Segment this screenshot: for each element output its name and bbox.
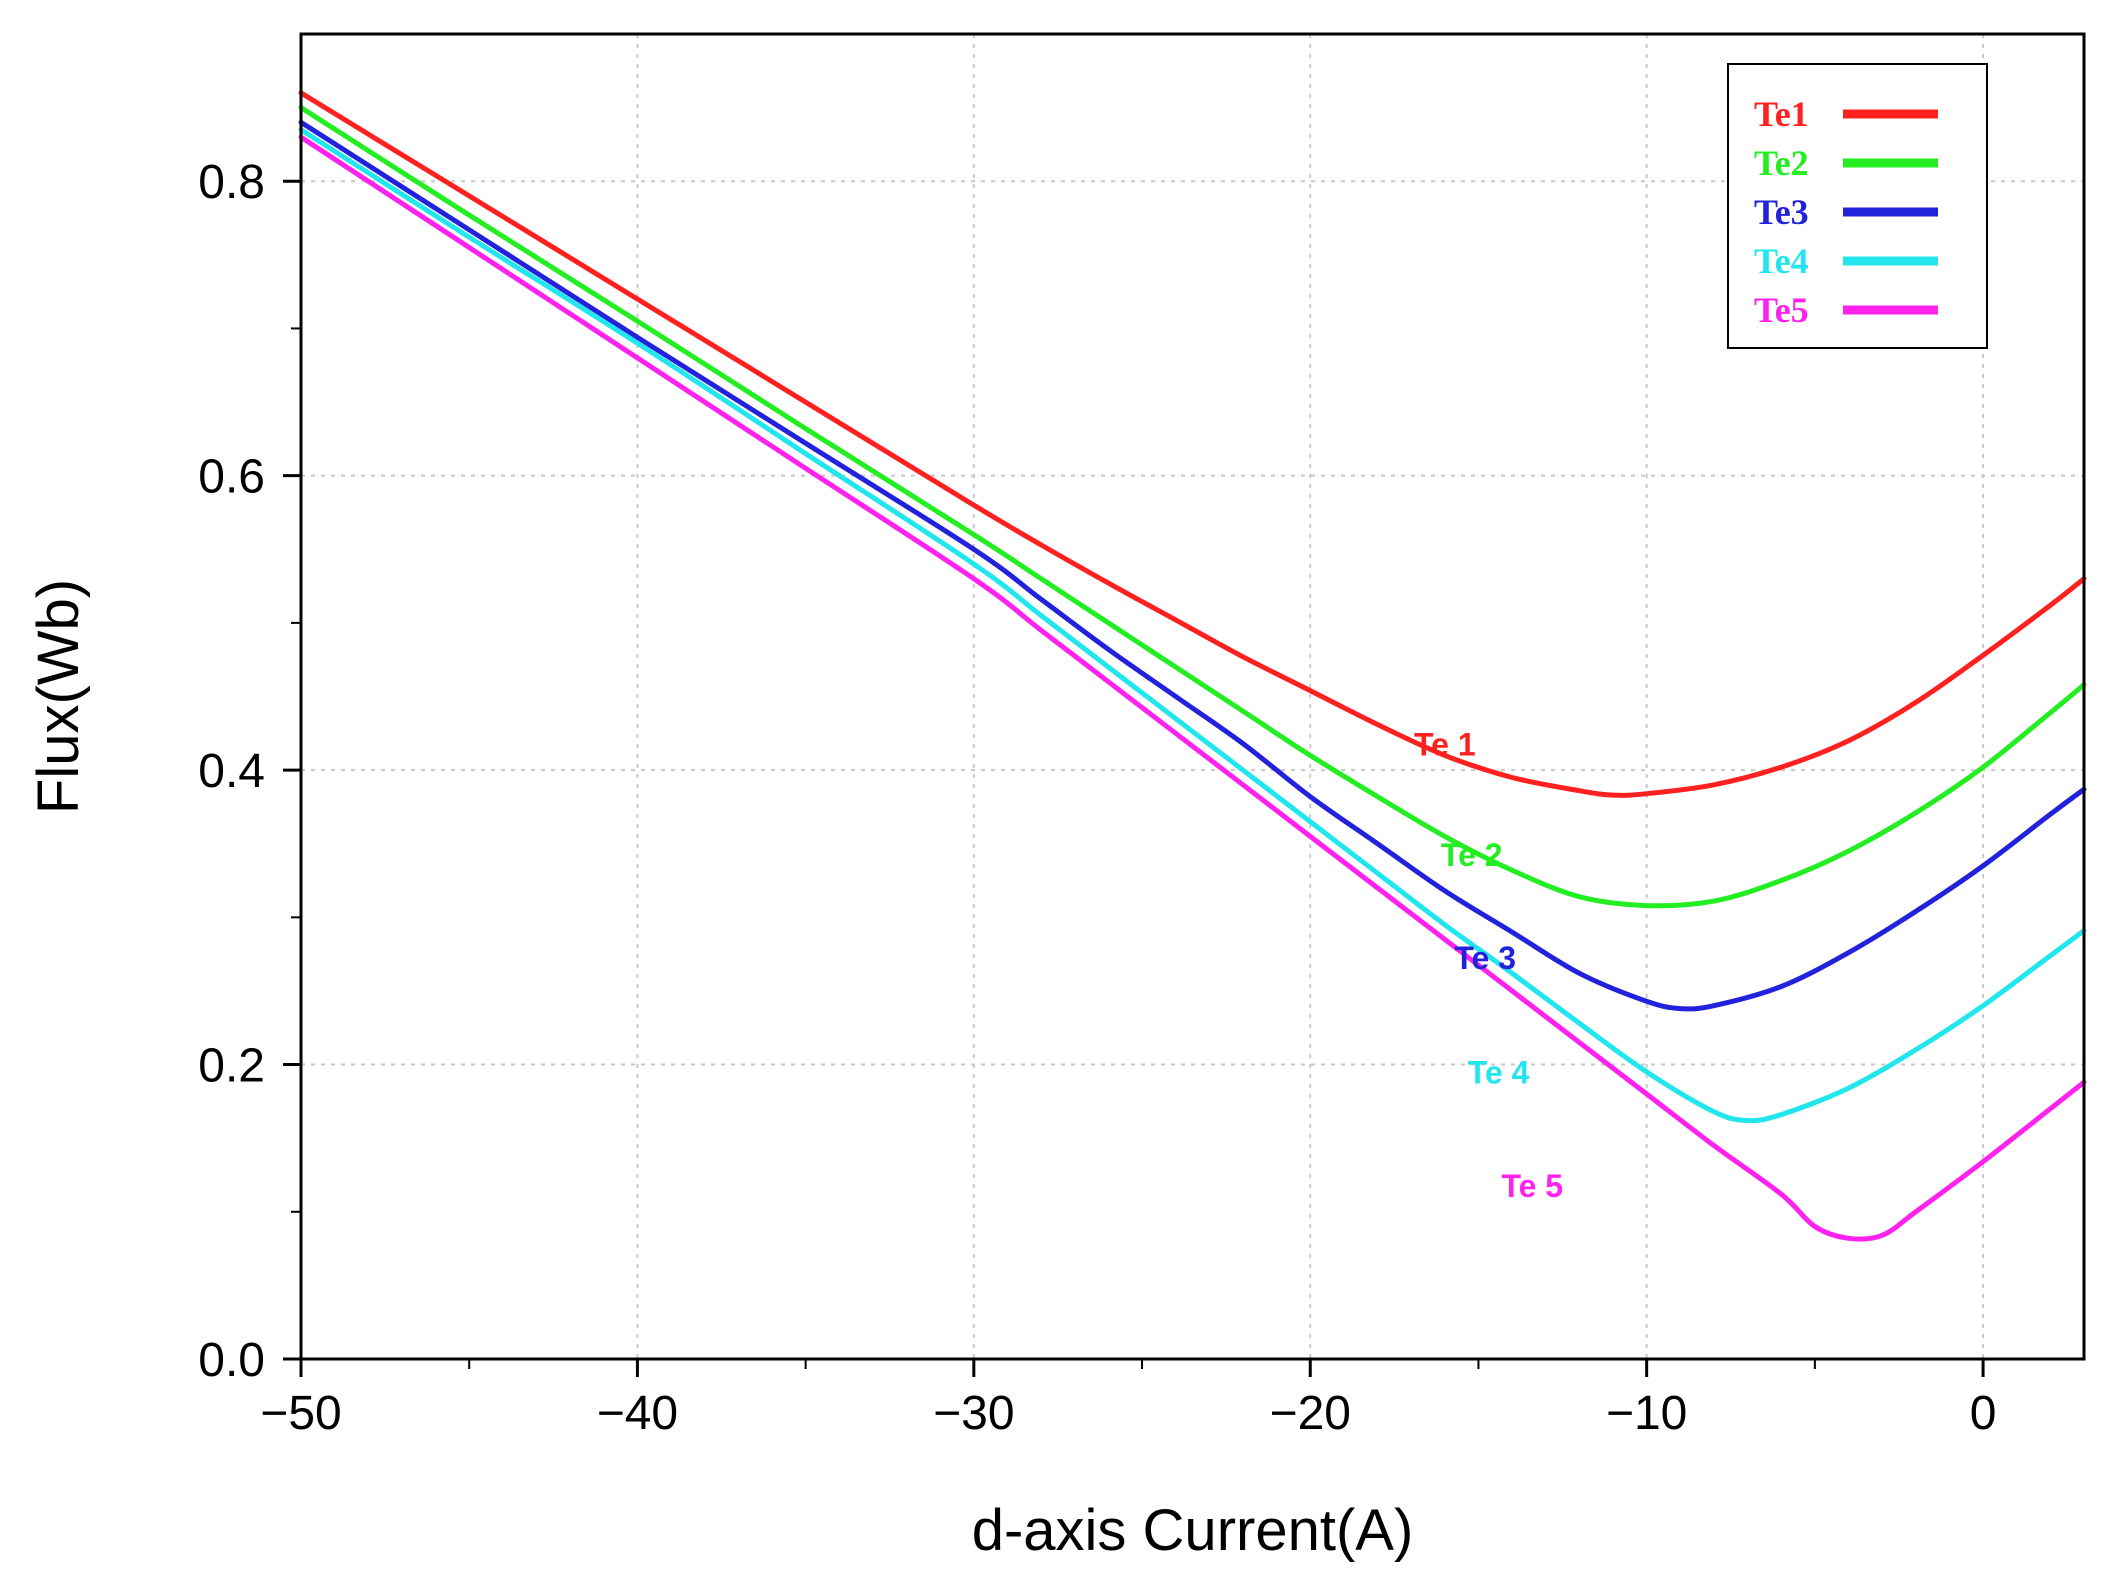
- axis-ticks: [283, 179, 1985, 1377]
- y-tick-label: 0.6: [198, 451, 265, 504]
- curve-label-te3: Te 3: [1454, 940, 1516, 976]
- x-tick-label: −50: [260, 1387, 341, 1440]
- legend: Te1 Te2 Te3 Te4 Te5: [1727, 63, 1988, 349]
- x-tick-label: −20: [1270, 1387, 1351, 1440]
- curve-te4: [298, 127, 2087, 1124]
- legend-label-te3: Te3: [1754, 192, 1809, 232]
- legend-label-te4: Te4: [1754, 241, 1809, 281]
- curve-label-te4: Te 4: [1468, 1055, 1530, 1091]
- curve-te2: [298, 105, 2087, 909]
- y-tick-label: 0.4: [198, 745, 265, 798]
- y-axis-title: Flux(Wb): [26, 579, 91, 814]
- tick-labels: −50 −40 −30 −20 −10 0 0.0 0.2 0.4 0.6 0.8: [198, 156, 1996, 1440]
- x-tick-label: 0: [1970, 1387, 1997, 1440]
- curve-label-te5: Te 5: [1501, 1168, 1563, 1204]
- y-tick-label: 0.0: [198, 1334, 265, 1387]
- grid: [301, 34, 2084, 1359]
- curve-te5: [298, 134, 2087, 1242]
- curve-labels: Te 1 Te 2 Te 3 Te 4 Te 5: [1414, 726, 1563, 1204]
- curves: [298, 90, 2087, 1242]
- legend-label-te1: Te1: [1754, 94, 1809, 134]
- curve-te3: [298, 119, 2087, 1012]
- x-tick-label: −10: [1606, 1387, 1687, 1440]
- legend-label-te2: Te2: [1754, 143, 1809, 183]
- legend-label-te5: Te5: [1754, 290, 1809, 330]
- y-tick-label: 0.2: [198, 1040, 265, 1093]
- curve-label-te1: Te 1: [1414, 726, 1476, 762]
- y-tick-label: 0.8: [198, 156, 265, 209]
- curve-label-te2: Te 2: [1441, 837, 1503, 873]
- curve-te1: [298, 90, 2087, 798]
- x-tick-label: −30: [933, 1387, 1014, 1440]
- x-tick-label: −40: [597, 1387, 678, 1440]
- x-axis-title: d-axis Current(A): [972, 1498, 1414, 1563]
- plot-frame: [299, 32, 2086, 1361]
